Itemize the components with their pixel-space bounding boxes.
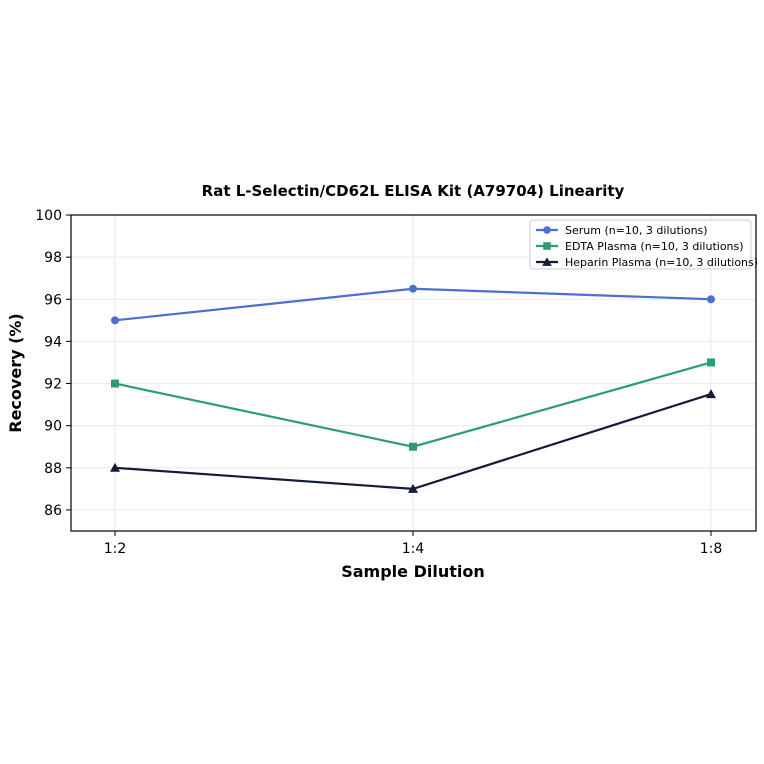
data-point bbox=[707, 358, 715, 367]
y-tick-label: 96 bbox=[44, 292, 62, 308]
legend-marker bbox=[543, 242, 551, 250]
chart-title: Rat L-Selectin/CD62L ELISA Kit (A79704) … bbox=[202, 182, 625, 200]
y-tick-label: 98 bbox=[44, 250, 62, 266]
data-point bbox=[111, 316, 119, 325]
legend-item: Serum (n=10, 3 dilutions) bbox=[536, 224, 708, 237]
series-0 bbox=[111, 284, 715, 325]
data-point bbox=[409, 442, 417, 451]
y-tick-label: 94 bbox=[44, 334, 62, 350]
x-tick-label: 1:2 bbox=[104, 541, 127, 557]
legend: Serum (n=10, 3 dilutions) EDTA Plasma (n=… bbox=[529, 219, 758, 270]
plot-frame bbox=[70, 214, 757, 532]
series-layer bbox=[110, 284, 716, 493]
x-tick-label: 1:8 bbox=[700, 541, 723, 557]
legend-label: Heparin Plasma (n=10, 3 dilutions) bbox=[565, 256, 758, 269]
y-tick-label: 100 bbox=[35, 208, 62, 224]
y-axis-label: Recovery (%) bbox=[6, 313, 25, 432]
x-tick-label: 1:4 bbox=[402, 541, 425, 557]
y-tick-label: 88 bbox=[44, 461, 62, 477]
y-tick-label: 90 bbox=[44, 419, 62, 435]
legend-marker bbox=[543, 226, 551, 234]
data-point bbox=[706, 389, 716, 399]
x-axis-label: Sample Dilution bbox=[341, 562, 485, 581]
legend-marker bbox=[542, 257, 552, 266]
y-tick-label: 92 bbox=[44, 377, 62, 393]
axis-ticks: 86 88 90 92 94 96 98 100 1:2 1:4 1:8 bbox=[35, 208, 722, 557]
y-tick-label: 86 bbox=[44, 503, 62, 519]
data-point bbox=[707, 295, 715, 304]
data-point bbox=[110, 462, 120, 472]
legend-label: EDTA Plasma (n=10, 3 dilutions) bbox=[565, 240, 744, 253]
data-point bbox=[111, 379, 119, 388]
legend-item: EDTA Plasma (n=10, 3 dilutions) bbox=[536, 240, 744, 253]
legend-box bbox=[529, 219, 752, 270]
series-1 bbox=[111, 358, 715, 451]
data-point bbox=[408, 483, 418, 493]
legend-label: Serum (n=10, 3 dilutions) bbox=[565, 224, 708, 237]
series-2 bbox=[110, 389, 716, 493]
data-point bbox=[409, 284, 417, 293]
legend-item: Heparin Plasma (n=10, 3 dilutions) bbox=[536, 256, 758, 269]
